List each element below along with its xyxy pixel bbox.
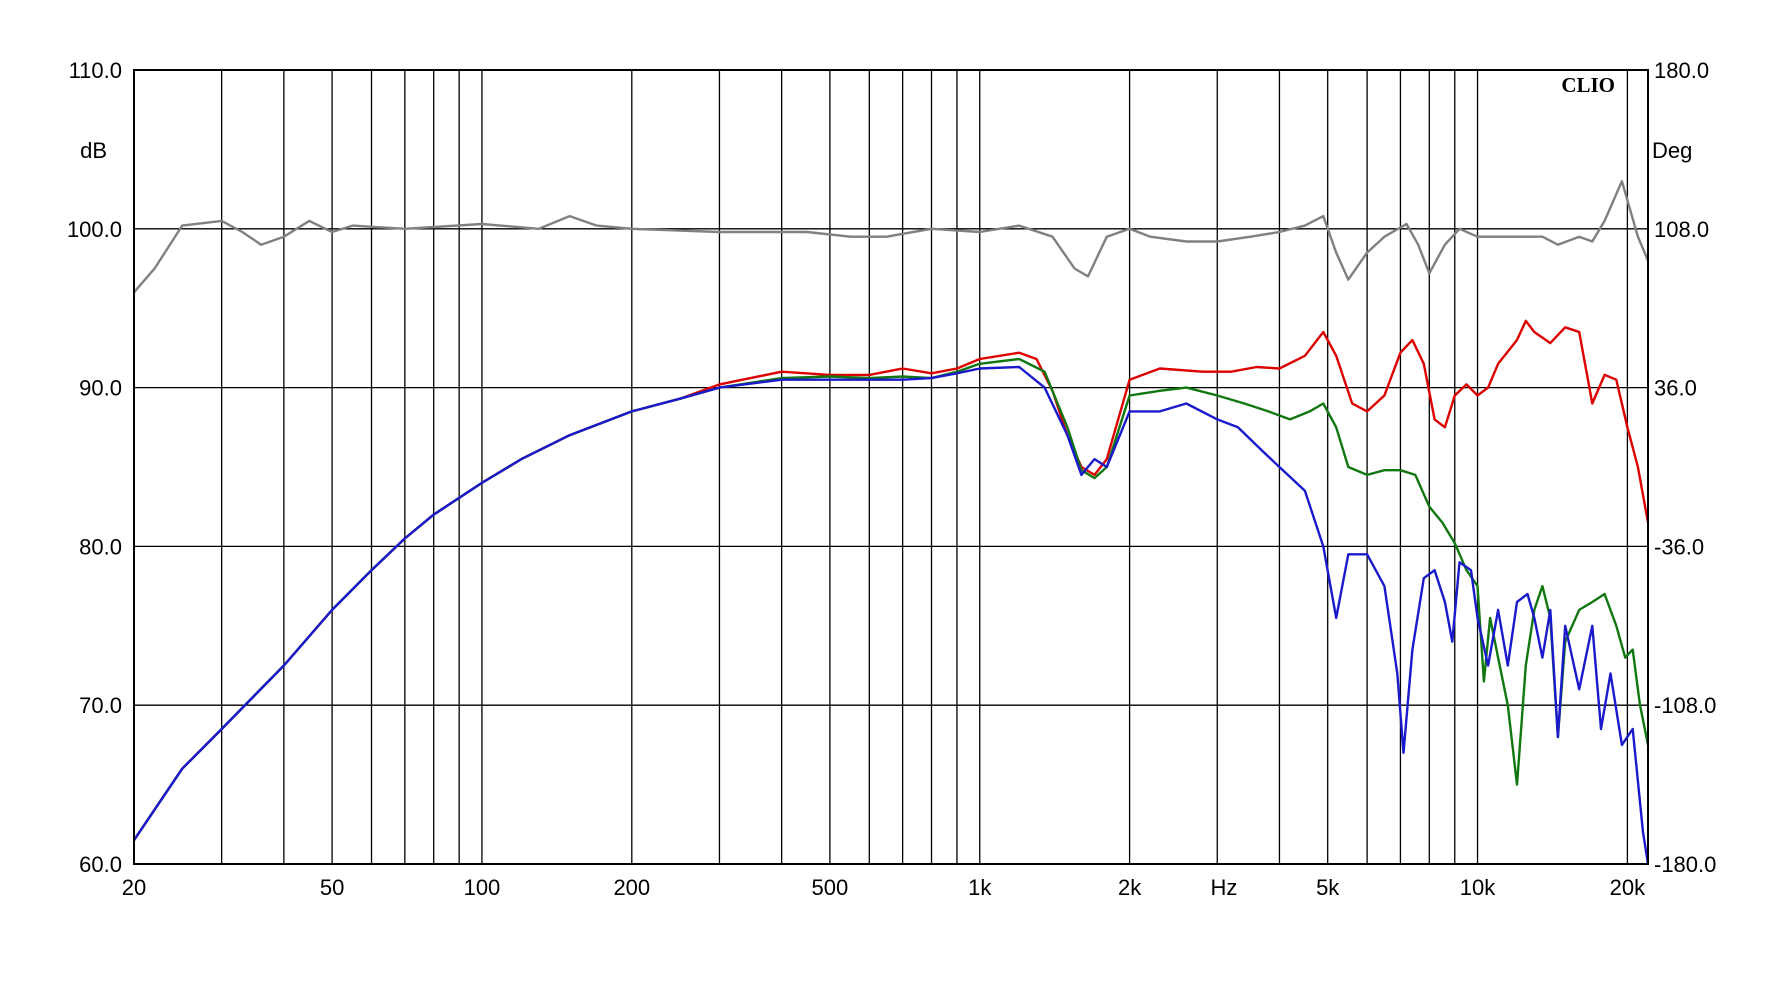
y-right-tick-label: 108.0 bbox=[1654, 217, 1709, 242]
y-right-unit-label: Deg bbox=[1652, 138, 1692, 163]
y-left-tick-label: 80.0 bbox=[79, 534, 122, 559]
grid bbox=[134, 70, 1648, 864]
y-right-tick-label: 180.0 bbox=[1654, 58, 1709, 83]
y-left-tick-label: 110.0 bbox=[69, 58, 122, 83]
y-right-tick-label: -36.0 bbox=[1654, 534, 1704, 559]
y-left-tick-label: 100.0 bbox=[67, 217, 122, 242]
y-right-tick-label: 36.0 bbox=[1654, 376, 1697, 401]
y-left-tick-label: 60.0 bbox=[79, 852, 122, 877]
x-tick-label: 50 bbox=[320, 875, 344, 900]
x-tick-label: 20 bbox=[122, 875, 146, 900]
x-tick-label: 500 bbox=[812, 875, 849, 900]
x-tick-label: 2k bbox=[1118, 875, 1142, 900]
y-left-tick-label: 70.0 bbox=[79, 693, 122, 718]
x-tick-label: 1k bbox=[968, 875, 992, 900]
y-right-tick-label: -180.0 bbox=[1654, 852, 1716, 877]
series-line-1 bbox=[133, 180, 1650, 294]
plot-frame bbox=[133, 69, 1649, 865]
y-left-unit-label: dB bbox=[80, 138, 107, 163]
clio-watermark: CLIO bbox=[1561, 73, 1615, 97]
series-line-4 bbox=[133, 365, 1650, 865]
x-tick-label: 5k bbox=[1316, 875, 1340, 900]
x-tick-label: 200 bbox=[613, 875, 650, 900]
y-left-tick-label: 90.0 bbox=[79, 376, 122, 401]
x-tick-label: 20k bbox=[1610, 875, 1646, 900]
x-tick-label: 10k bbox=[1460, 875, 1496, 900]
x-unit-label: Hz bbox=[1211, 875, 1238, 900]
tick-labels: 60.0 70.0 80.0 90.0 100.0 110.0 -180.0 -108.0 -3… bbox=[67, 58, 1716, 900]
y-right-tick-label: -108.0 bbox=[1654, 693, 1716, 718]
x-tick-label: 100 bbox=[464, 875, 501, 900]
series-layer bbox=[133, 180, 1650, 865]
